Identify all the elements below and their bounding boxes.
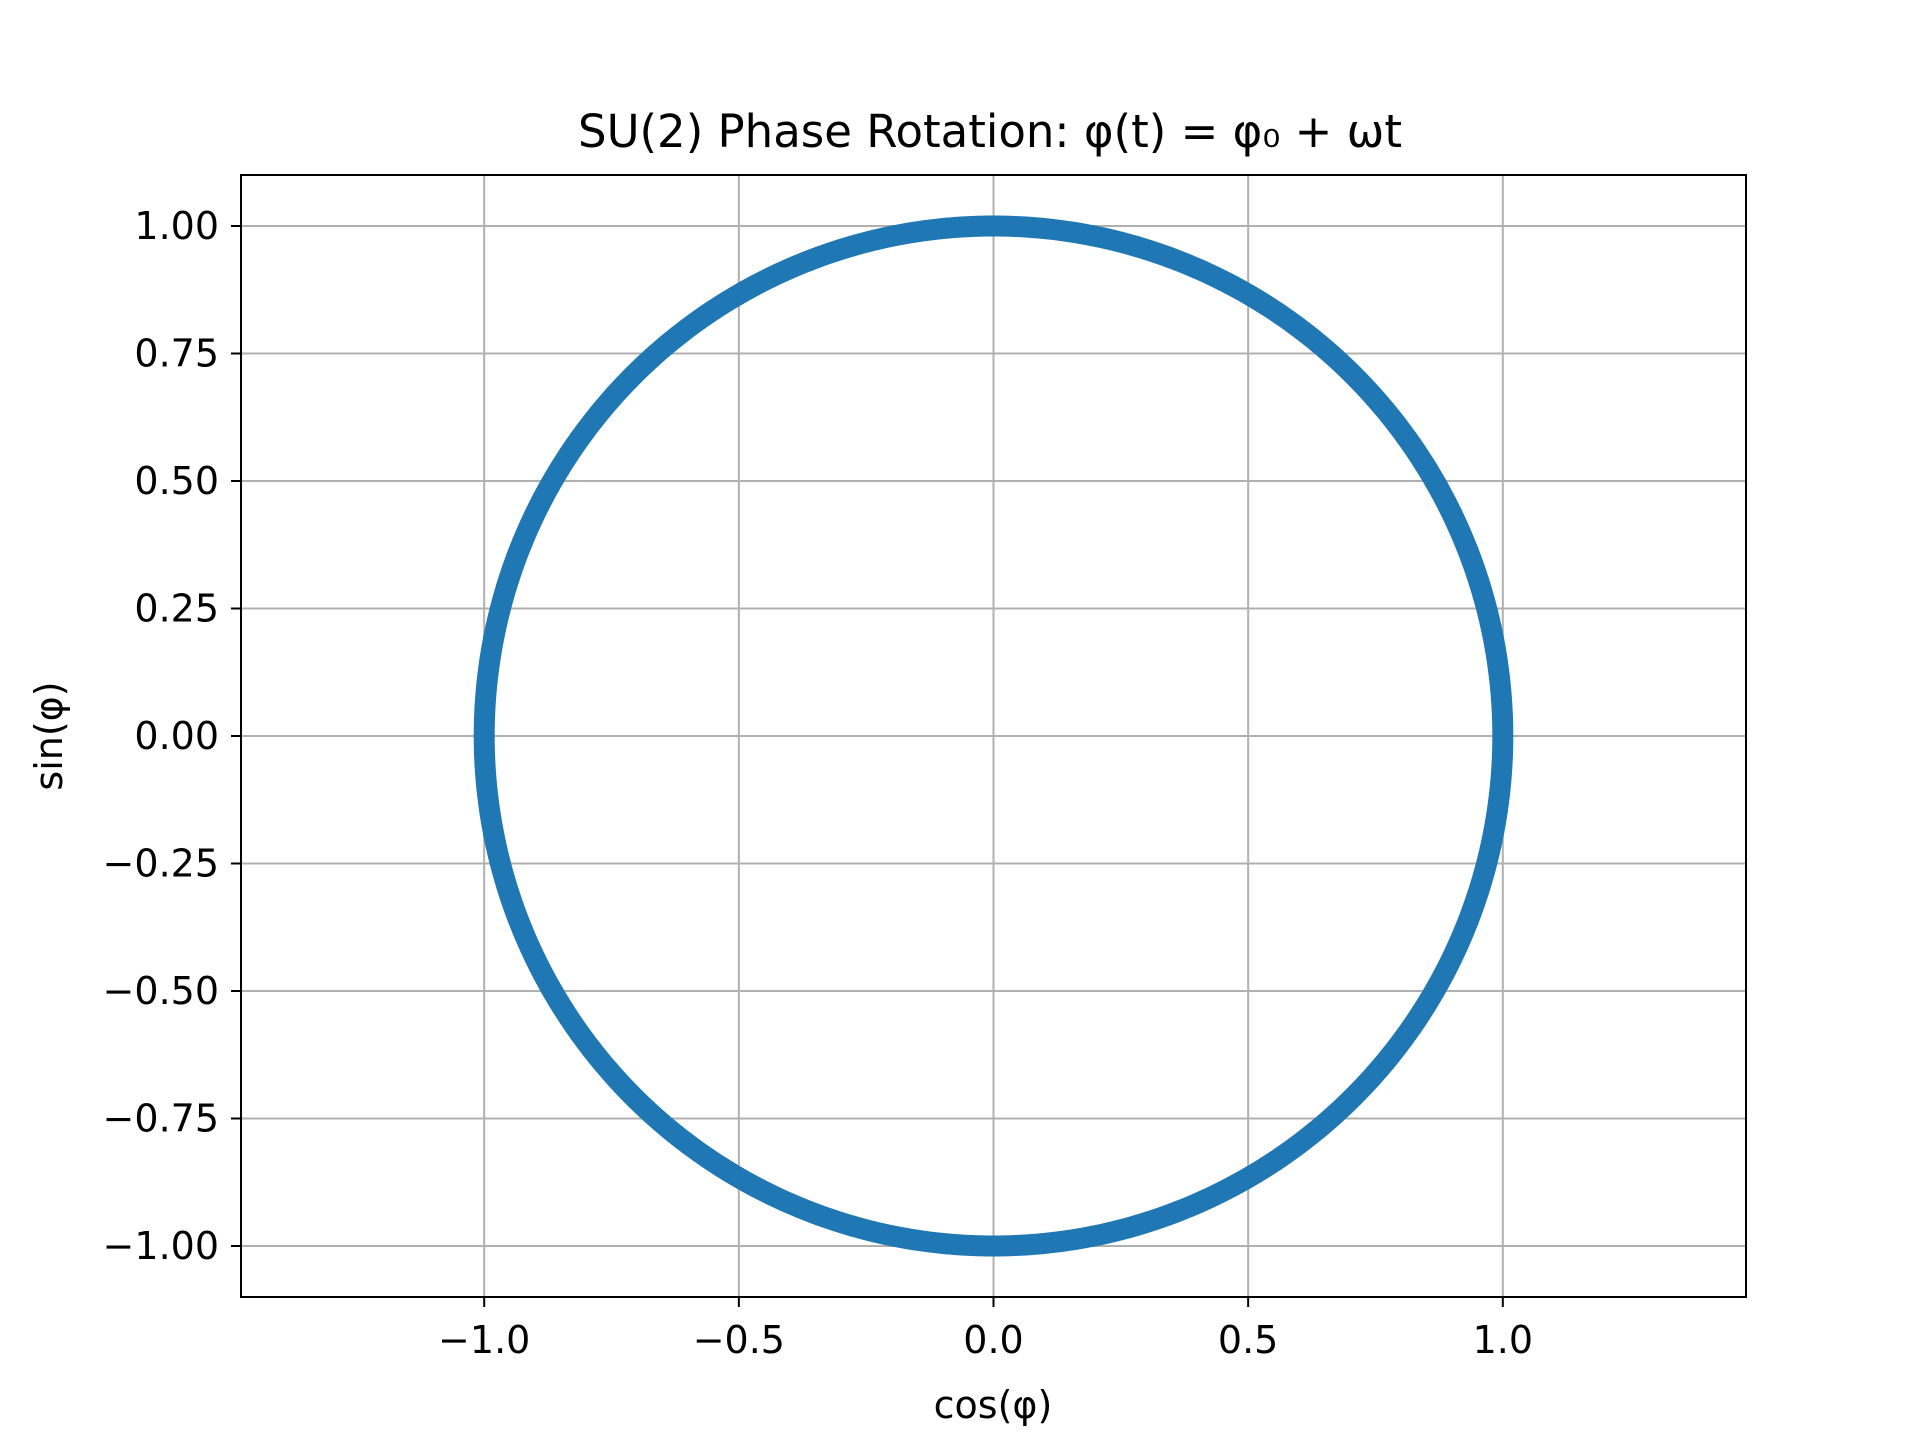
x-tick-label: 0.5 [1218,1318,1278,1362]
x-axis-ticks: −1.0 −0.5 0.0 0.5 1.0 [438,1297,1533,1362]
y-tick-label: 0.50 [134,459,219,503]
y-tick-label: 0.25 [134,587,219,631]
y-tick-label: −0.25 [103,842,219,886]
y-tick-label: −0.50 [103,969,219,1013]
x-tick-label: −1.0 [438,1318,530,1362]
y-tick-label: −0.75 [103,1097,219,1141]
y-tick-label: 0.00 [134,714,219,758]
plot-area [473,215,1514,1257]
y-axis-label: sin(φ) [27,681,71,790]
x-axis-label: cos(φ) [934,1383,1053,1427]
y-tick-label: 1.00 [134,204,219,248]
x-tick-label: 1.0 [1473,1318,1533,1362]
y-axis-ticks: 1.00 0.75 0.50 0.25 0.00 −0.25 −0.50 −0.75 −1.00 [103,204,241,1268]
series-line [473,215,1514,1257]
x-tick-label: 0.0 [963,1318,1023,1362]
x-tick-label: −0.5 [693,1318,785,1362]
y-tick-label: 0.75 [134,332,219,376]
y-tick-label: −1.00 [103,1224,219,1268]
chart-title: SU(2) Phase Rotation: φ(t) = φ₀ + ωt [578,105,1402,158]
